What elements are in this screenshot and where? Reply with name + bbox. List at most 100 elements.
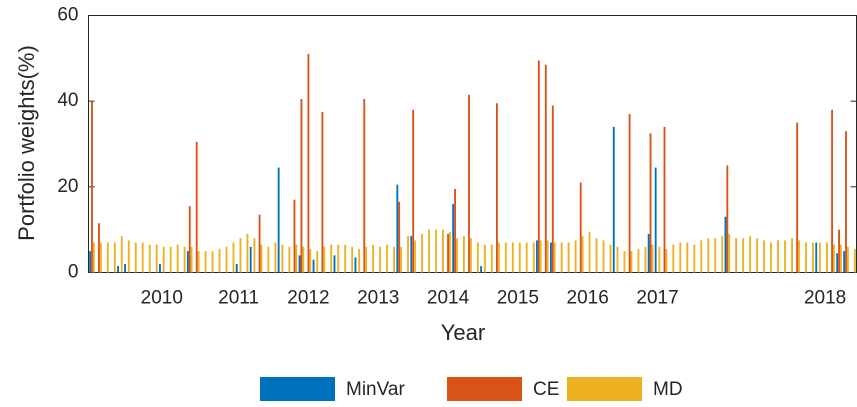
- bar: [169, 246, 172, 273]
- bar: [300, 99, 303, 273]
- bar: [211, 251, 214, 273]
- bar: [672, 244, 675, 273]
- bar: [141, 242, 144, 273]
- bar: [654, 167, 657, 273]
- bar: [365, 246, 368, 273]
- bar: [246, 233, 249, 273]
- bar: [525, 242, 528, 273]
- bar: [623, 251, 626, 273]
- bar: [92, 242, 95, 273]
- bar: [295, 244, 298, 273]
- bar: [127, 240, 130, 273]
- bar: [539, 240, 542, 273]
- bar: [480, 266, 483, 273]
- bar: [553, 242, 556, 273]
- bar: [235, 263, 238, 273]
- bar: [728, 233, 731, 273]
- bar: [763, 240, 766, 273]
- bar: [784, 240, 786, 273]
- bar: [176, 244, 179, 273]
- bar: [407, 236, 409, 273]
- bar: [637, 248, 640, 273]
- bar: [98, 223, 100, 273]
- bar: [836, 253, 839, 273]
- x-tick-label: 2017: [636, 288, 678, 309]
- y-tick-label: 60: [57, 5, 78, 26]
- bar: [155, 244, 158, 273]
- bar: [700, 240, 703, 273]
- bar: [832, 244, 835, 273]
- bar: [379, 246, 382, 273]
- bar: [490, 244, 493, 273]
- bar: [726, 165, 729, 273]
- bar: [195, 141, 198, 273]
- bar: [679, 242, 682, 273]
- bar: [567, 242, 570, 273]
- bar: [435, 229, 437, 273]
- bar: [448, 231, 451, 273]
- bar: [421, 233, 423, 273]
- bar: [595, 238, 598, 273]
- bar: [333, 255, 336, 273]
- bar: [469, 238, 472, 273]
- legend-swatch: [447, 377, 522, 401]
- bar: [197, 251, 200, 273]
- bar: [462, 236, 465, 273]
- bar: [612, 126, 615, 273]
- bar: [644, 246, 647, 273]
- y-tick-label: 40: [57, 90, 78, 111]
- bar: [707, 238, 710, 273]
- bar: [89, 251, 92, 273]
- legend-label: CE: [533, 379, 559, 400]
- bar: [663, 126, 666, 273]
- bar: [330, 244, 333, 273]
- bar: [454, 188, 456, 273]
- bar: [354, 257, 357, 273]
- bar: [651, 244, 654, 273]
- bar: [579, 182, 582, 273]
- bar: [686, 242, 689, 273]
- bar: [398, 201, 401, 273]
- bar: [504, 242, 507, 273]
- bar: [546, 240, 549, 273]
- bar: [447, 233, 449, 273]
- bar: [225, 246, 228, 273]
- bar: [239, 238, 242, 273]
- bar: [260, 244, 263, 273]
- bar: [249, 246, 252, 273]
- y-tick-label: 0: [68, 262, 79, 283]
- bar: [826, 242, 828, 273]
- bar: [628, 114, 631, 273]
- bar: [218, 248, 221, 273]
- bar: [846, 246, 849, 273]
- x-tick-label: 2014: [427, 288, 470, 309]
- bar: [298, 255, 301, 273]
- bar: [323, 246, 326, 273]
- bar: [274, 242, 277, 273]
- bar: [188, 206, 191, 273]
- bar: [511, 242, 514, 273]
- bar: [337, 244, 340, 273]
- x-tick-label: 2018: [804, 288, 846, 309]
- bar: [396, 184, 399, 273]
- bar: [117, 266, 119, 273]
- y-axis-label: Portfolio weights(%): [14, 45, 39, 241]
- legend-label: MD: [653, 379, 683, 400]
- bar: [483, 244, 486, 273]
- bar: [796, 122, 799, 273]
- x-tick-label: 2011: [218, 288, 259, 309]
- bar: [647, 233, 650, 273]
- bar: [749, 236, 752, 273]
- bar: [693, 244, 696, 273]
- bar: [302, 246, 305, 273]
- bar: [497, 242, 500, 273]
- bar: [616, 246, 619, 273]
- bar: [428, 229, 430, 273]
- bar: [791, 238, 793, 273]
- bar: [574, 240, 577, 273]
- bar: [414, 240, 416, 273]
- bar: [134, 242, 137, 273]
- bar: [544, 64, 547, 273]
- bar: [777, 240, 780, 273]
